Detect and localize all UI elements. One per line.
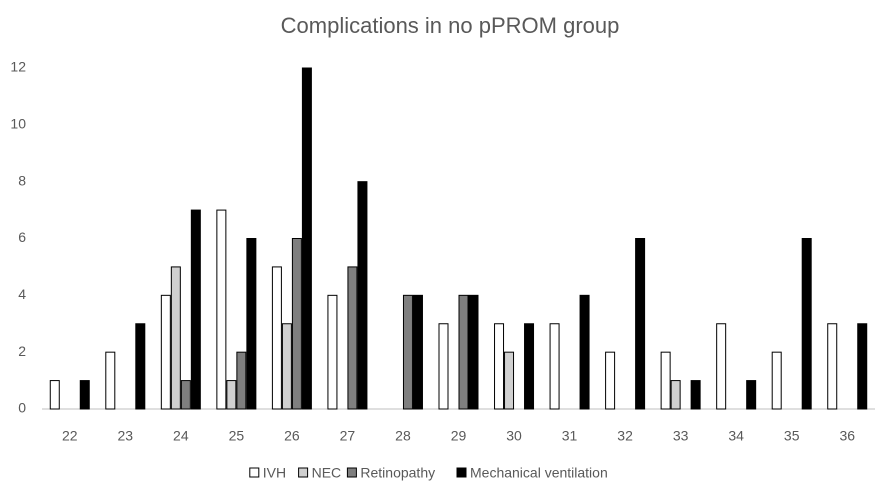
bar [827, 323, 838, 410]
x-tick-label: 22 [62, 428, 78, 444]
y-tick-label: 2 [18, 343, 26, 359]
bar [524, 323, 535, 410]
bar [135, 323, 146, 410]
bar [670, 380, 681, 410]
bar [246, 238, 257, 410]
bar [180, 380, 191, 410]
legend-swatch [298, 467, 309, 478]
x-tick-label: 33 [673, 428, 689, 444]
x-tick-label: 36 [839, 428, 855, 444]
bar [79, 380, 90, 410]
x-tick-label: 28 [395, 428, 411, 444]
y-tick-label: 0 [18, 400, 26, 416]
x-tick-label: 25 [229, 428, 245, 444]
bar [801, 238, 812, 410]
bar [226, 380, 237, 410]
bar [281, 323, 292, 410]
bar [216, 209, 227, 410]
x-tick-label: 23 [118, 428, 134, 444]
bar [690, 380, 701, 410]
x-tick-label: 35 [784, 428, 800, 444]
x-tick-label: 29 [451, 428, 467, 444]
bar [504, 351, 515, 410]
legend-label: NEC [312, 465, 342, 481]
x-tick-label: 32 [617, 428, 633, 444]
bar [402, 294, 413, 410]
bar [105, 351, 116, 410]
bar [301, 67, 312, 410]
bar [236, 351, 247, 410]
y-tick-label: 6 [18, 229, 26, 245]
x-tick-label: 27 [340, 428, 356, 444]
y-tick-label: 8 [18, 172, 26, 188]
bar [438, 323, 449, 410]
y-tick-label: 4 [18, 286, 26, 302]
bar [458, 294, 469, 410]
bar [746, 380, 757, 410]
legend-swatch [346, 467, 357, 478]
bar [579, 294, 590, 410]
y-tick-label: 10 [10, 116, 26, 132]
legend-label: Mechanical ventilation [470, 465, 608, 481]
bar [771, 351, 782, 410]
bar [494, 323, 505, 410]
bar [549, 323, 560, 410]
bar [190, 209, 201, 410]
x-tick-label: 34 [728, 428, 744, 444]
bar [327, 294, 338, 410]
bar [170, 266, 181, 410]
legend-swatch [456, 467, 467, 478]
bar [291, 238, 302, 410]
bar [49, 380, 60, 410]
bar [635, 238, 646, 410]
y-tick-label: 12 [10, 59, 26, 75]
bar [857, 323, 868, 410]
legend-swatch [249, 467, 260, 478]
bar [660, 351, 671, 410]
x-tick-label: 24 [173, 428, 189, 444]
x-tick-label: 26 [284, 428, 300, 444]
legend-label: IVH [263, 465, 286, 481]
bar [347, 266, 358, 410]
bar [468, 294, 479, 410]
bar [271, 266, 282, 410]
bar [716, 323, 727, 410]
x-tick-label: 31 [562, 428, 578, 444]
bar [605, 351, 616, 410]
x-tick-label: 30 [506, 428, 522, 444]
bar [160, 294, 171, 410]
bar [357, 181, 368, 410]
chart-title: Complications in no pPROM group [281, 13, 620, 38]
legend-label: Retinopathy [360, 465, 435, 481]
bar [412, 294, 423, 410]
